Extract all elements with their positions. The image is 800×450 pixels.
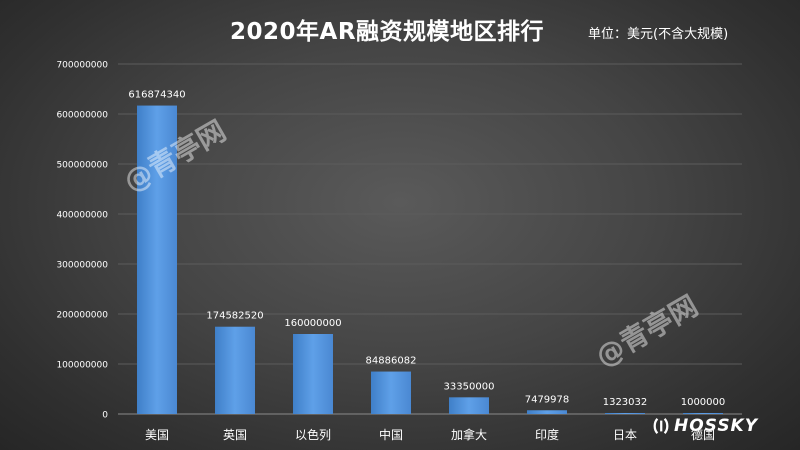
bar (527, 410, 567, 414)
brand-logo: HOSSKY (652, 416, 758, 436)
x-tick-label: 英国 (223, 428, 247, 442)
x-tick-label: 德国 (691, 427, 715, 442)
bar (293, 334, 333, 414)
chart-title: 2020年AR融资规模地区排行 (230, 19, 545, 45)
data-label: 1323032 (603, 397, 648, 408)
x-axis-tick-labels: 美国 英国 以色列 中国 加拿大 印度 日本 德国 (145, 427, 715, 442)
bar (683, 413, 723, 414)
y-tick-label: 200000000 (56, 311, 108, 321)
data-label: 1000000 (681, 397, 726, 408)
unit-label: 单位：美元(不含大规模) (588, 27, 729, 42)
data-label: 160000000 (284, 318, 341, 329)
brand-mark-icon (653, 418, 669, 434)
x-tick-label: 美国 (145, 428, 169, 442)
data-label: 84886082 (366, 356, 417, 367)
y-tick-label: 700000000 (56, 61, 108, 71)
x-tick-label: 以色列 (295, 428, 331, 442)
bars (137, 105, 723, 414)
y-tick-label: 100000000 (56, 361, 108, 371)
bar (137, 105, 177, 414)
data-label: 174582520 (206, 311, 263, 322)
y-tick-label: 500000000 (56, 161, 108, 171)
y-tick-label: 300000000 (56, 261, 108, 271)
y-tick-label: 0 (102, 411, 108, 421)
bar (215, 326, 255, 414)
y-tick-label: 400000000 (56, 211, 108, 221)
bar (449, 397, 489, 414)
data-label: 616874340 (128, 90, 185, 101)
x-tick-label: 中国 (379, 427, 403, 442)
bar (371, 371, 411, 414)
x-tick-label: 印度 (535, 427, 559, 442)
brand-name: HOSSKY (674, 416, 759, 436)
bar (605, 413, 645, 414)
y-tick-label: 600000000 (56, 111, 108, 121)
data-labels: 616874340 174582520 160000000 84886082 33350… (128, 90, 725, 408)
y-axis-tick-labels: 0 100000000 200000000 300000000 400000000 500… (56, 61, 108, 421)
x-tick-label: 日本 (613, 428, 637, 442)
x-tick-label: 加拿大 (451, 427, 487, 442)
data-label: 33350000 (444, 381, 495, 392)
data-label: 7479978 (525, 394, 570, 405)
